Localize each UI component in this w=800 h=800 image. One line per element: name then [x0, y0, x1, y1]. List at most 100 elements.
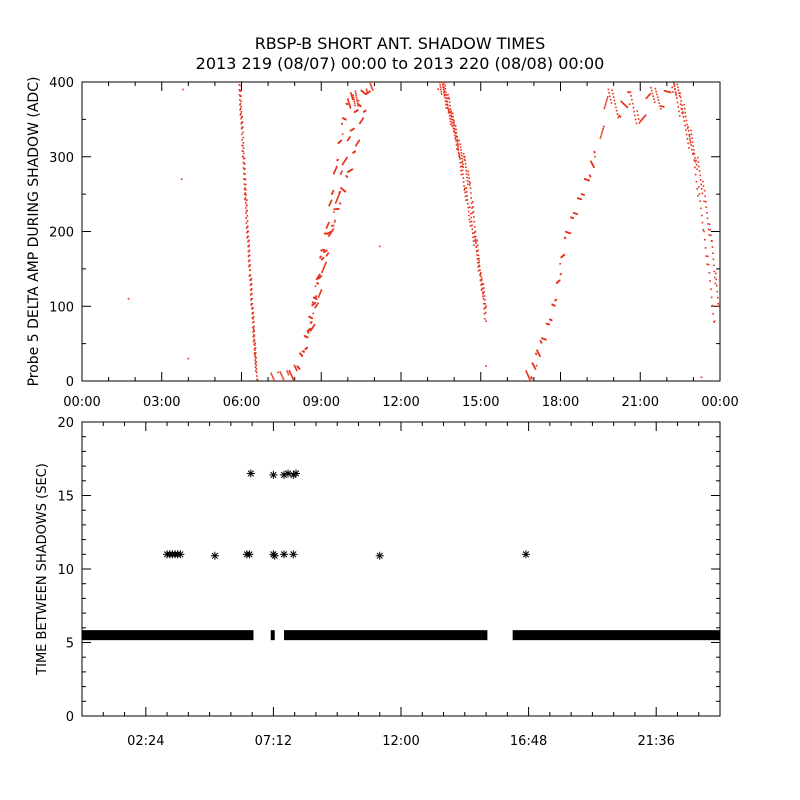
- top-data-point: [472, 240, 475, 242]
- top-data-point: [554, 304, 556, 307]
- top-data-point: [325, 249, 328, 252]
- top-data-point: [466, 199, 469, 201]
- top-data-point: [702, 228, 705, 231]
- top-data-point: [246, 236, 248, 239]
- top-data-point: [313, 323, 316, 326]
- top-data-point: [475, 235, 477, 238]
- top-data-point: [481, 283, 483, 286]
- top-data-point: [477, 269, 480, 272]
- top-data-point: [255, 368, 258, 370]
- top-data-point: [699, 174, 701, 177]
- top-data-point: [686, 138, 689, 140]
- top-data-point: [593, 151, 596, 154]
- top-data-point: [694, 166, 696, 169]
- top-data-point: [342, 161, 345, 164]
- top-data-point: [351, 98, 354, 101]
- bottom-data-point: [291, 469, 300, 478]
- top-data-point: [467, 183, 469, 186]
- top-data-point: [453, 120, 455, 123]
- top-data-point: [707, 223, 709, 225]
- top-data-point: [245, 217, 248, 219]
- top-x-tick-label: 12:00: [382, 395, 419, 410]
- top-data-point: [482, 302, 485, 305]
- top-data-point: [634, 118, 637, 121]
- top-data-point: [318, 293, 321, 295]
- top-data-point: [675, 94, 677, 96]
- top-data-point: [481, 277, 483, 280]
- top-data-point: [441, 79, 443, 81]
- top-data-point: [278, 384, 280, 386]
- top-data-point: [329, 203, 331, 205]
- top-data-point: [249, 259, 251, 262]
- top-data-point: [439, 86, 442, 88]
- top-data-point: [241, 139, 243, 141]
- top-data-point: [683, 120, 686, 122]
- top-data-point: [619, 116, 622, 118]
- top-data-point: [460, 154, 463, 157]
- top-data-point: [359, 105, 362, 108]
- top-data-point: [254, 366, 257, 369]
- top-data-point: [253, 325, 255, 328]
- top-data-point: [696, 188, 699, 190]
- top-data-point: [245, 207, 247, 209]
- top-data-point: [452, 122, 455, 125]
- top-data-point: [322, 267, 325, 269]
- top-data-point: [460, 149, 462, 151]
- top-data-point: [473, 221, 476, 223]
- top-data-point: [451, 125, 454, 127]
- top-data-point: [358, 139, 361, 142]
- top-data-point: [476, 262, 479, 264]
- top-data-point: [332, 229, 334, 231]
- top-data-point: [467, 174, 470, 176]
- top-data-point: [481, 287, 484, 290]
- top-data-point: [280, 374, 283, 377]
- top-data-point: [460, 152, 463, 154]
- bottom-data-point: [289, 550, 298, 559]
- top-data-point: [437, 88, 440, 90]
- top-data-point: [466, 180, 469, 182]
- top-data-point: [253, 343, 256, 346]
- top-data-point: [471, 212, 474, 214]
- top-data-point: [524, 383, 526, 385]
- top-data-point: [438, 77, 440, 79]
- top-data-point: [673, 83, 676, 86]
- top-data-point: [708, 271, 711, 274]
- top-data-point: [674, 88, 676, 90]
- top-data-point: [457, 149, 460, 151]
- top-x-tick-label: 00:00: [63, 395, 100, 410]
- top-data-point: [290, 373, 292, 376]
- top-data-point: [448, 110, 450, 113]
- bottom-chart: 02:24 07:12 12:00 16:48 21:36 0 5 10 15 20 TIME BE…: [35, 416, 721, 749]
- top-data-point: [317, 282, 320, 285]
- top-data-point: [484, 317, 486, 320]
- top-data-point: [323, 249, 326, 251]
- top-data-point: [475, 242, 477, 244]
- top-data-point: [600, 135, 602, 138]
- top-data-point: [460, 169, 462, 172]
- top-data-point: [450, 113, 453, 115]
- top-data-point: [348, 103, 351, 105]
- top-data-point: [704, 195, 706, 197]
- top-data-point: [651, 92, 654, 95]
- top-data-point: [643, 116, 645, 118]
- top-data-point: [250, 289, 252, 291]
- top-data-point: [253, 320, 255, 323]
- top-data-point: [524, 384, 526, 386]
- top-data-point: [246, 204, 248, 207]
- bottom-data-point: [280, 550, 289, 559]
- top-data-point: [462, 181, 465, 183]
- top-data-point: [548, 323, 551, 326]
- top-data-point: [550, 319, 553, 322]
- top-data-point: [662, 106, 665, 108]
- top-data-point: [341, 133, 344, 135]
- top-data-point: [449, 104, 451, 107]
- top-data-point: [673, 85, 676, 88]
- top-data-point: [325, 261, 327, 264]
- top-data-point: [681, 104, 683, 106]
- top-data-point: [677, 86, 679, 89]
- top-data-point: [330, 231, 332, 234]
- top-data-point: [447, 107, 449, 110]
- top-data-point: [485, 305, 487, 308]
- top-data-point: [315, 298, 318, 300]
